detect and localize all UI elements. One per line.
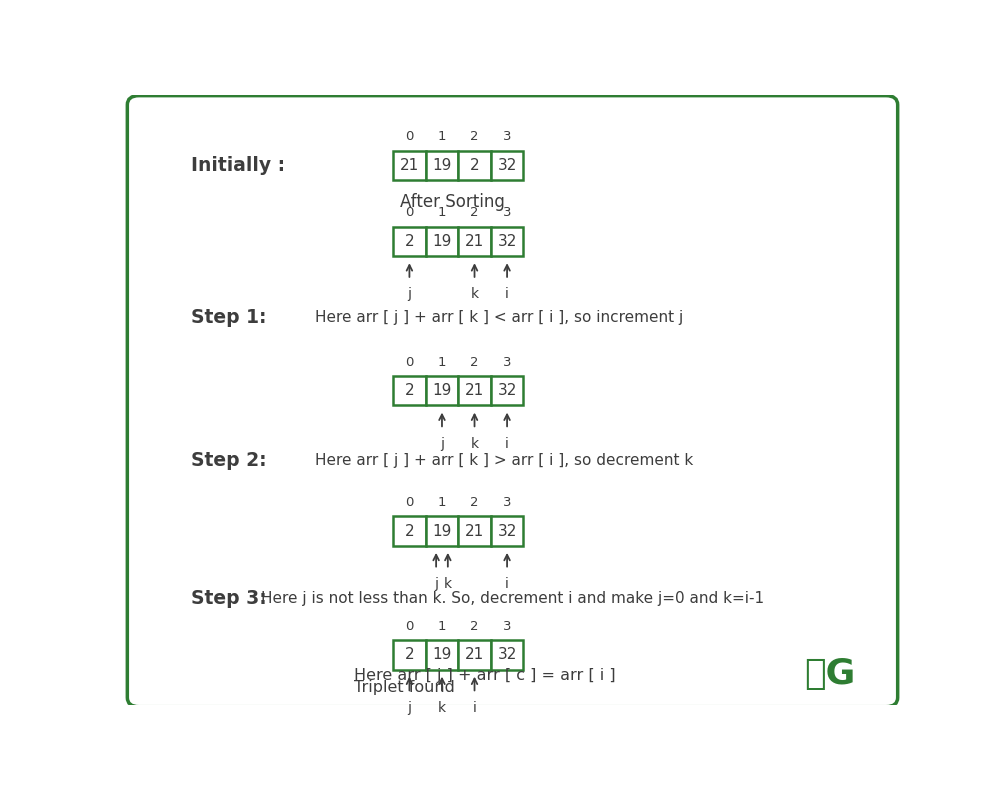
Bar [458, 150, 491, 180]
Text: 19: 19 [432, 524, 452, 539]
Text: Here j is not less than k. So, decrement i and make j=0 and k=i-1: Here j is not less than k. So, decrement… [261, 591, 764, 606]
Text: Triplet found: Triplet found [354, 680, 454, 695]
Bar [491, 516, 523, 546]
Text: 1: 1 [438, 620, 446, 633]
Bar [491, 640, 523, 669]
Bar [426, 227, 458, 256]
Text: 2: 2 [470, 496, 479, 509]
Text: 2: 2 [470, 356, 479, 369]
Text: 3: 3 [503, 130, 511, 143]
Bar [491, 227, 523, 256]
Text: 2: 2 [470, 158, 479, 173]
Text: 21: 21 [465, 234, 484, 249]
Text: 32: 32 [497, 383, 517, 398]
Text: i: i [505, 436, 509, 451]
Bar [426, 376, 458, 406]
Text: 19: 19 [432, 234, 452, 249]
Bar [458, 227, 491, 256]
Text: 2: 2 [470, 207, 479, 219]
Text: After Sorting: After Sorting [400, 193, 505, 211]
Bar [393, 150, 426, 180]
Text: Here arr [ j ] + arr [ k ] < arr [ i ], so increment j: Here arr [ j ] + arr [ k ] < arr [ i ], … [315, 310, 683, 326]
Text: 1: 1 [438, 496, 446, 509]
FancyBboxPatch shape [127, 96, 898, 706]
Text: 21: 21 [465, 524, 484, 539]
Text: 21: 21 [465, 647, 484, 662]
Text: 3: 3 [503, 496, 511, 509]
Text: i: i [505, 287, 509, 301]
Text: 1: 1 [438, 207, 446, 219]
Text: 2: 2 [405, 524, 414, 539]
Bar [491, 376, 523, 406]
Text: j: j [407, 701, 411, 714]
Text: j: j [407, 287, 411, 301]
Text: 0: 0 [405, 620, 414, 633]
Text: 1: 1 [438, 356, 446, 369]
Text: j: j [440, 436, 444, 451]
Text: 32: 32 [497, 234, 517, 249]
Text: 21: 21 [465, 383, 484, 398]
Bar [458, 640, 491, 669]
Text: 3: 3 [503, 620, 511, 633]
Text: Here arr [ j ] + arr [ c ] = arr [ i ]: Here arr [ j ] + arr [ c ] = arr [ i ] [354, 668, 615, 683]
Bar [426, 516, 458, 546]
Text: 2: 2 [405, 234, 414, 249]
Text: k: k [438, 701, 446, 714]
Text: 1: 1 [438, 130, 446, 143]
Text: 0: 0 [405, 207, 414, 219]
Bar [393, 227, 426, 256]
Bar [458, 516, 491, 546]
Text: k: k [470, 287, 479, 301]
Text: 2: 2 [405, 647, 414, 662]
Bar [458, 376, 491, 406]
Text: i: i [505, 577, 509, 591]
Text: Step 2:: Step 2: [191, 451, 266, 470]
Text: i: i [473, 701, 476, 714]
Text: 0: 0 [405, 356, 414, 369]
Text: Step 3:: Step 3: [191, 588, 267, 607]
Text: 32: 32 [497, 524, 517, 539]
Text: 19: 19 [432, 158, 452, 173]
Text: k: k [470, 436, 479, 451]
Text: 2: 2 [470, 130, 479, 143]
Text: 3: 3 [503, 207, 511, 219]
Text: 2: 2 [405, 383, 414, 398]
Text: 19: 19 [432, 647, 452, 662]
Text: 0: 0 [405, 130, 414, 143]
Bar [426, 640, 458, 669]
Bar [393, 516, 426, 546]
Text: 3: 3 [503, 356, 511, 369]
Bar [393, 376, 426, 406]
Text: Initially :: Initially : [191, 156, 285, 175]
Bar [426, 150, 458, 180]
Text: k: k [444, 577, 452, 591]
Text: Here arr [ j ] + arr [ k ] > arr [ i ], so decrement k: Here arr [ j ] + arr [ k ] > arr [ i ], … [315, 454, 693, 468]
Bar [393, 640, 426, 669]
Text: j: j [434, 577, 438, 591]
Text: 2: 2 [470, 620, 479, 633]
Text: Step 1:: Step 1: [191, 308, 266, 327]
Text: 19: 19 [432, 383, 452, 398]
Text: 32: 32 [497, 158, 517, 173]
Text: ᗑG: ᗑG [805, 657, 856, 691]
Text: 32: 32 [497, 647, 517, 662]
Bar [491, 150, 523, 180]
Text: 0: 0 [405, 496, 414, 509]
Text: 21: 21 [400, 158, 419, 173]
